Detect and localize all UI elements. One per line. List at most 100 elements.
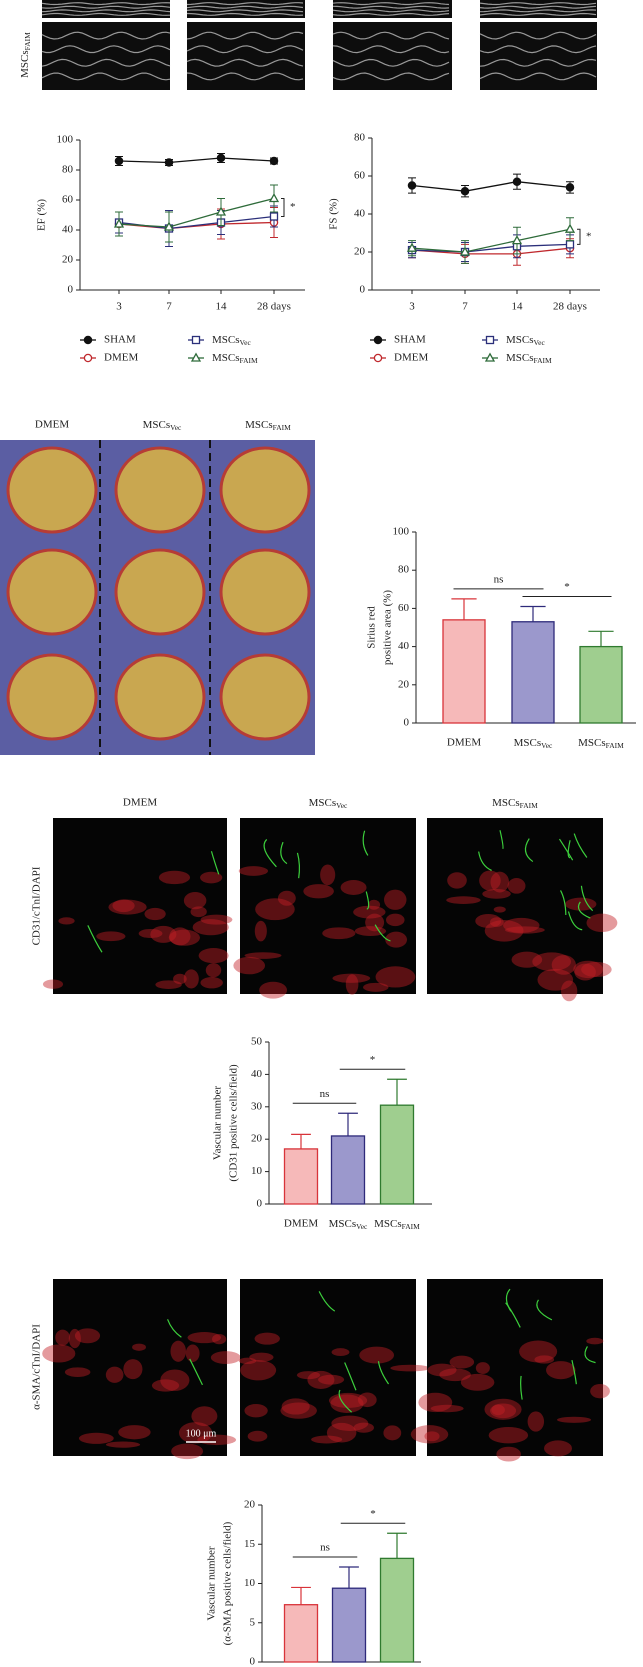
echo-trace bbox=[186, 2, 304, 6]
echo-trace bbox=[332, 5, 450, 9]
ctni-signal bbox=[340, 880, 367, 895]
ctni-signal bbox=[68, 1328, 81, 1349]
tissue-section bbox=[6, 653, 98, 741]
ctni-signal bbox=[332, 973, 371, 983]
ctni-signal bbox=[118, 1425, 151, 1440]
cd31-signal bbox=[558, 838, 574, 861]
x-tick-label: MSCsVec bbox=[329, 1218, 368, 1231]
ctni-signal bbox=[546, 1361, 576, 1380]
echo-trace bbox=[186, 12, 304, 16]
series-line bbox=[411, 243, 571, 253]
error-bar bbox=[387, 1532, 407, 1559]
significance-label: ns bbox=[320, 1088, 330, 1100]
ctni-signal bbox=[561, 980, 578, 1002]
cd31-signal bbox=[505, 1302, 521, 1328]
y-tick-label: 100 bbox=[393, 526, 410, 538]
ctni-signal bbox=[503, 917, 540, 933]
x-tick-label: DMEM bbox=[447, 737, 481, 749]
y-axis-label: Sirius red bbox=[366, 606, 378, 649]
cd31-signal bbox=[505, 1288, 512, 1312]
ctni-signal bbox=[183, 891, 207, 910]
ctni-signal bbox=[200, 871, 223, 884]
cd31-signal bbox=[567, 911, 583, 931]
ctni-signal bbox=[527, 1411, 545, 1432]
y-tick-label: 60 bbox=[62, 194, 74, 206]
significance-bracket bbox=[577, 228, 581, 245]
ctni-signal bbox=[385, 931, 408, 948]
ctni-signal bbox=[581, 961, 612, 978]
fluorescence-image bbox=[240, 1279, 416, 1456]
point bbox=[269, 212, 279, 221]
fluorescence-image bbox=[427, 818, 603, 994]
echo-row-label: MSCsFAIM bbox=[19, 32, 32, 78]
y-axis-label: FS (%) bbox=[328, 198, 340, 230]
ctni-signal bbox=[138, 928, 163, 939]
ctni-signal bbox=[586, 1337, 604, 1345]
y-tick-label: 80 bbox=[62, 164, 74, 176]
ctni-signal bbox=[353, 1422, 374, 1433]
y-tick-label: 30 bbox=[251, 1100, 263, 1112]
ctni-signal bbox=[359, 1346, 395, 1364]
echo-image bbox=[333, 22, 452, 90]
ctni-signal bbox=[200, 977, 223, 989]
column-header: MSCsFAIM bbox=[245, 419, 291, 432]
ctni-signal bbox=[383, 1425, 402, 1441]
ctni-signal bbox=[151, 1379, 180, 1392]
x-tick-label: MSCsFAIM bbox=[374, 1218, 420, 1231]
series-line bbox=[411, 228, 571, 253]
column-header: MSCsVec bbox=[309, 797, 348, 810]
ctni-signal bbox=[479, 870, 501, 891]
cd31-signal bbox=[524, 838, 534, 863]
bar bbox=[330, 1135, 366, 1205]
echo-trace bbox=[186, 58, 304, 67]
ctni-signal bbox=[551, 955, 576, 975]
echo-trace bbox=[479, 5, 597, 9]
point bbox=[373, 353, 383, 363]
cd31-signal bbox=[573, 833, 588, 858]
ctni-signal bbox=[345, 974, 359, 995]
echo-trace bbox=[332, 9, 450, 13]
cd31-signal bbox=[536, 1299, 553, 1321]
tissue-section bbox=[114, 446, 206, 534]
y-tick-label: 0 bbox=[250, 1656, 256, 1667]
x-tick-label: MSCsVec bbox=[514, 737, 553, 750]
ctni-signal bbox=[178, 1422, 213, 1444]
y-tick-label: 0 bbox=[257, 1198, 263, 1210]
point bbox=[512, 177, 522, 186]
ctni-signal bbox=[254, 920, 267, 942]
y-axis-label: (α-SMA positive cells/field) bbox=[222, 1521, 234, 1645]
x-tick-label: 3 bbox=[116, 301, 122, 313]
ctni-signal bbox=[42, 1344, 76, 1363]
point bbox=[511, 235, 523, 245]
point bbox=[459, 246, 471, 256]
significance-label: * bbox=[586, 230, 592, 242]
y-tick-label: 40 bbox=[354, 208, 366, 220]
echo-trace bbox=[479, 72, 597, 81]
echo-trace bbox=[332, 12, 450, 16]
cd31-signal bbox=[166, 1319, 182, 1338]
ctni-signal bbox=[482, 889, 511, 899]
ctni-signal bbox=[484, 1398, 522, 1420]
y-tick-label: 0 bbox=[404, 717, 410, 729]
ctni-signal bbox=[168, 929, 200, 946]
error-bar bbox=[387, 1078, 407, 1106]
x-tick-label: 28 days bbox=[257, 301, 291, 313]
x-tick-label: 7 bbox=[166, 301, 172, 313]
x-tick-label: 14 bbox=[512, 301, 524, 313]
significance-label: ns bbox=[320, 1542, 330, 1554]
ctni-signal bbox=[330, 1394, 364, 1414]
point bbox=[113, 218, 125, 228]
ctni-signal bbox=[112, 899, 135, 913]
echo-trace bbox=[41, 5, 171, 9]
error-bar bbox=[291, 1133, 311, 1149]
bar bbox=[283, 1148, 319, 1205]
ctni-signal bbox=[449, 1355, 475, 1369]
ctni-signal bbox=[357, 1392, 377, 1408]
error-bar bbox=[451, 598, 477, 620]
ctni-signal bbox=[238, 1357, 257, 1365]
bar bbox=[379, 1557, 415, 1663]
y-axis-label: Vascular number bbox=[212, 1086, 224, 1161]
ctni-signal bbox=[105, 1366, 124, 1383]
cd31-signal bbox=[584, 1346, 596, 1364]
